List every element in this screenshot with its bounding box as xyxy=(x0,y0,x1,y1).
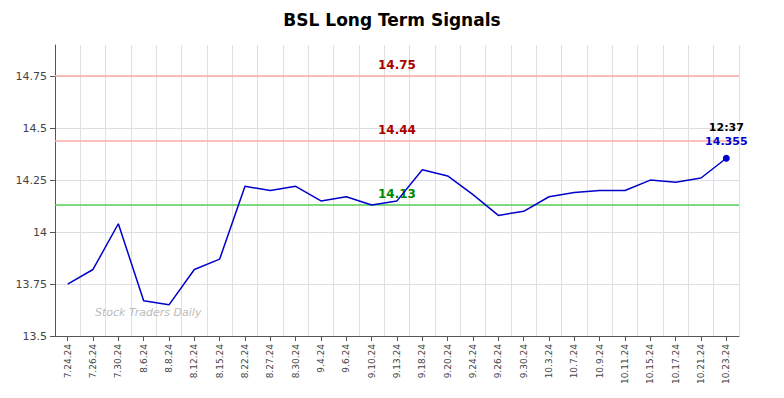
svg-text:9.18.24: 9.18.24 xyxy=(417,344,427,379)
svg-text:9.4.24: 9.4.24 xyxy=(316,344,326,373)
svg-text:14: 14 xyxy=(33,226,47,239)
svg-text:14.75: 14.75 xyxy=(378,58,416,72)
svg-text:13.75: 13.75 xyxy=(16,278,48,291)
svg-text:10.3.24: 10.3.24 xyxy=(544,344,554,379)
svg-text:9.20.24: 9.20.24 xyxy=(443,344,453,379)
svg-text:8.6.24: 8.6.24 xyxy=(139,344,149,373)
svg-text:Stock Traders Daily: Stock Traders Daily xyxy=(95,306,202,319)
svg-text:10.11.24: 10.11.24 xyxy=(620,344,630,384)
svg-text:14.355: 14.355 xyxy=(705,135,747,148)
svg-text:9.26.24: 9.26.24 xyxy=(493,344,503,379)
svg-text:10.21.24: 10.21.24 xyxy=(696,344,706,384)
svg-text:8.8.24: 8.8.24 xyxy=(164,344,174,373)
svg-text:10.9.24: 10.9.24 xyxy=(595,344,605,379)
svg-text:14.25: 14.25 xyxy=(16,174,48,187)
svg-text:9.10.24: 9.10.24 xyxy=(367,344,377,379)
svg-text:8.15.24: 8.15.24 xyxy=(215,344,225,379)
svg-text:14.13: 14.13 xyxy=(378,187,416,201)
svg-text:9.6.24: 9.6.24 xyxy=(341,344,351,373)
svg-text:BSL Long Term Signals: BSL Long Term Signals xyxy=(283,10,500,30)
svg-text:10.15.24: 10.15.24 xyxy=(645,344,655,384)
svg-text:9.13.24: 9.13.24 xyxy=(392,344,402,379)
svg-text:13.5: 13.5 xyxy=(23,330,48,343)
svg-text:10.17.24: 10.17.24 xyxy=(671,344,681,384)
svg-text:8.12.24: 8.12.24 xyxy=(189,344,199,379)
svg-text:8.27.24: 8.27.24 xyxy=(265,344,275,379)
svg-text:8.22.24: 8.22.24 xyxy=(240,344,250,379)
svg-text:10.7.24: 10.7.24 xyxy=(569,344,579,379)
svg-text:7.24.24: 7.24.24 xyxy=(63,344,73,379)
svg-text:7.30.24: 7.30.24 xyxy=(113,344,123,379)
svg-text:7.26.24: 7.26.24 xyxy=(88,344,98,379)
svg-text:8.30.24: 8.30.24 xyxy=(291,344,301,379)
svg-text:14.5: 14.5 xyxy=(23,122,48,135)
svg-text:9.24.24: 9.24.24 xyxy=(468,344,478,379)
svg-text:14.44: 14.44 xyxy=(378,123,416,137)
svg-text:10.23.24: 10.23.24 xyxy=(721,344,731,384)
svg-text:9.30.24: 9.30.24 xyxy=(519,344,529,379)
svg-text:12:37: 12:37 xyxy=(709,121,744,134)
svg-text:14.75: 14.75 xyxy=(16,70,48,83)
